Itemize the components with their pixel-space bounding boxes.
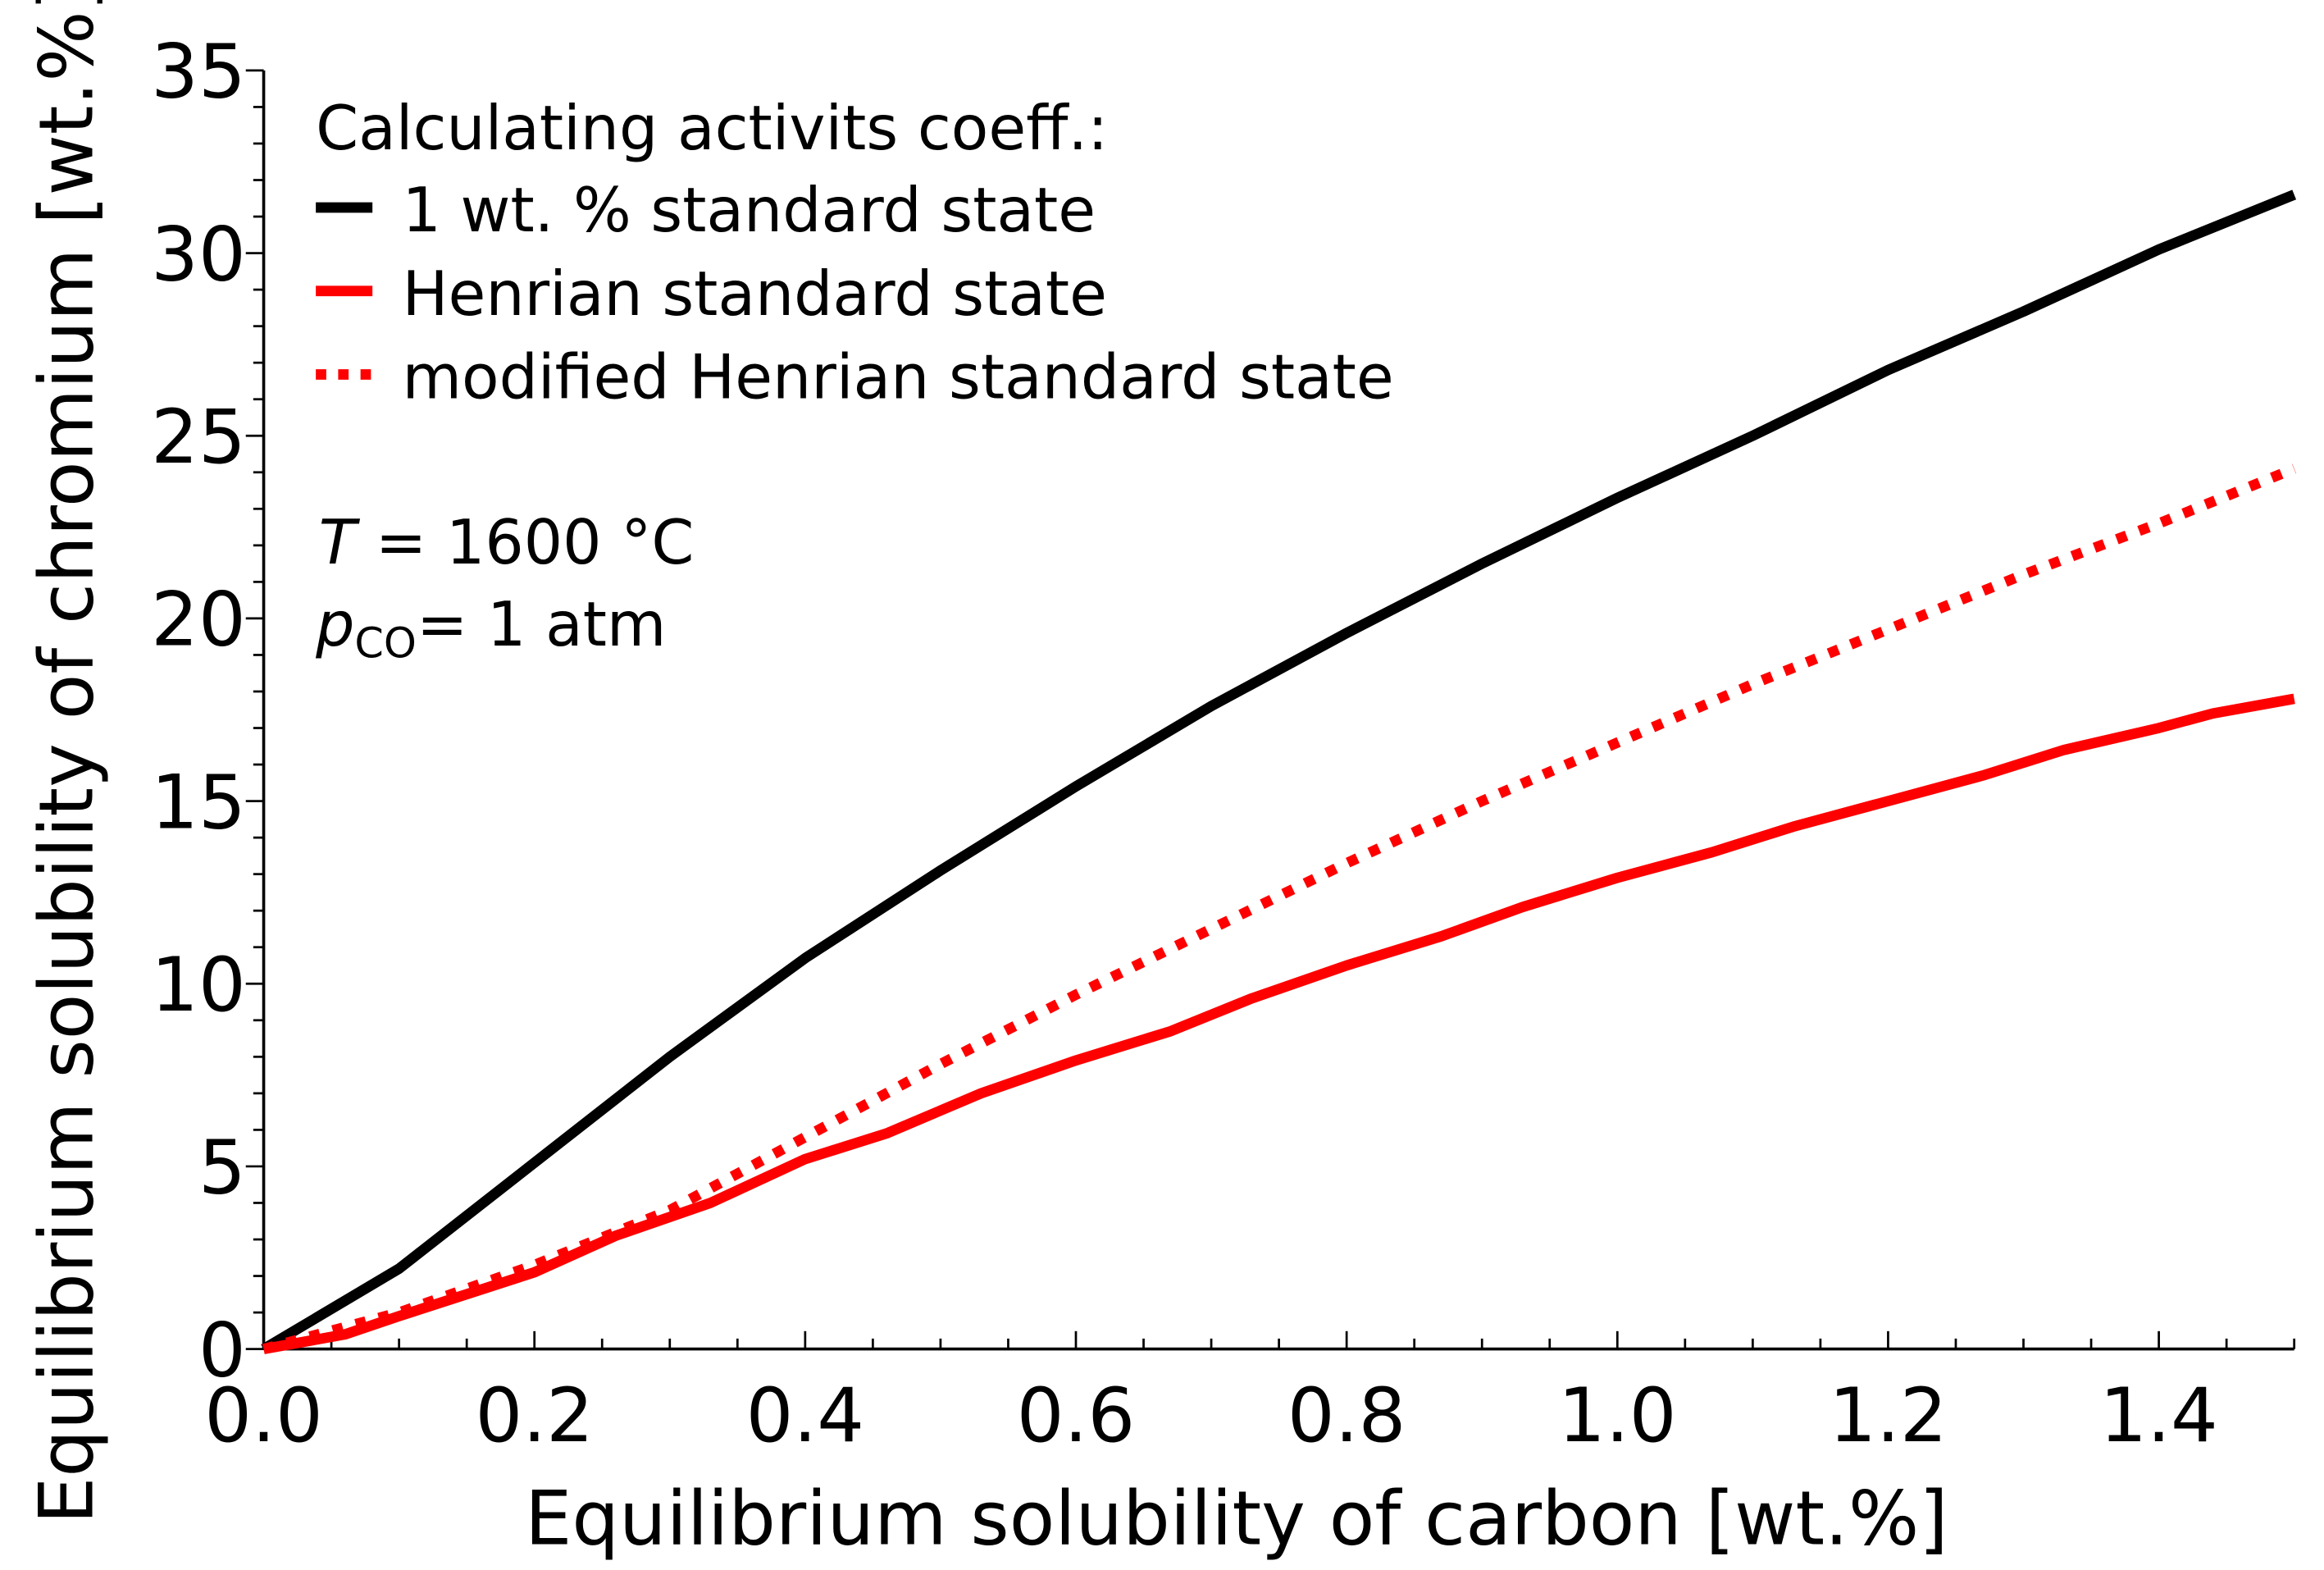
y-tick-label: 15 — [151, 760, 246, 846]
legend-label-2: modified Henrian standard state — [402, 342, 1393, 413]
y-tick-label: 25 — [151, 395, 246, 481]
series-line-standard-1wt — [261, 189, 2297, 1354]
y-tick-label: 0 — [198, 1308, 246, 1394]
y-tick-label: 30 — [151, 212, 246, 298]
x-axis-label: Equilibrium solubility of carbon [wt.%] — [525, 1476, 1948, 1563]
y-tick-label: 20 — [151, 577, 246, 664]
x-tick-label: 1.4 — [2099, 1373, 2217, 1459]
x-tick-label: 0.4 — [746, 1373, 864, 1459]
legend-label-1: Henrian standard state — [402, 258, 1106, 330]
annotation-pressure: pCO= 1 atm — [315, 589, 666, 668]
series-lines — [261, 189, 2297, 1354]
x-tick-label: 1.0 — [1558, 1373, 1676, 1459]
ticks: 0.0 0.2 0.4 0.6 0.8 1.0 1.2 1.4 0 5 10 15 20 25 30 35 — [151, 30, 2296, 1459]
series-line-henrian — [262, 693, 2295, 1354]
x-tick-label: 0.0 — [204, 1373, 322, 1459]
y-axis-label: Equilibrium solubility of chromium [wt.%… — [25, 0, 111, 1524]
y-tick-label: 5 — [198, 1125, 246, 1212]
annotation-temperature: T = 1600 °C — [319, 507, 695, 578]
y-tick-label: 10 — [151, 942, 246, 1029]
legend-title: Calculating activits coeff.: — [316, 93, 1108, 164]
x-tick-label: 0.6 — [1017, 1373, 1135, 1459]
x-tick-label: 0.8 — [1287, 1373, 1406, 1459]
legend: Calculating activits coeff.: 1 wt. % sta… — [316, 93, 1394, 413]
legend-label-0: 1 wt. % standard state — [402, 175, 1096, 246]
x-tick-label: 0.2 — [475, 1373, 593, 1459]
y-tick-label: 35 — [151, 30, 246, 116]
x-tick-label: 1.2 — [1829, 1373, 1947, 1459]
